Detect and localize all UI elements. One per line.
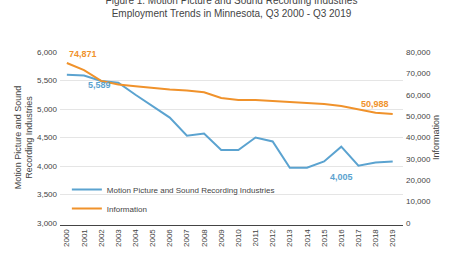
svg-text:2001: 2001 [80,229,89,247]
svg-text:50,000: 50,000 [406,112,431,121]
svg-text:2015: 2015 [320,229,329,247]
svg-text:2000: 2000 [62,229,71,247]
svg-text:2012: 2012 [268,229,277,247]
svg-text:2005: 2005 [148,229,157,247]
svg-text:Information: Information [431,115,441,160]
svg-text:6,000: 6,000 [37,48,58,57]
svg-text:2008: 2008 [200,229,209,247]
svg-text:2016: 2016 [337,229,346,247]
svg-text:80,000: 80,000 [406,48,431,57]
svg-text:0: 0 [406,219,411,228]
svg-text:2011: 2011 [251,229,260,247]
svg-text:70,000: 70,000 [406,69,431,78]
svg-text:5,000: 5,000 [37,105,58,114]
svg-text:20,000: 20,000 [406,176,431,185]
svg-text:2010: 2010 [234,229,243,247]
svg-text:4,000: 4,000 [37,162,58,171]
svg-text:2013: 2013 [285,229,294,247]
svg-text:2002: 2002 [97,229,106,247]
svg-text:10,000: 10,000 [406,197,431,206]
svg-text:2003: 2003 [114,229,123,247]
svg-text:2017: 2017 [354,229,363,247]
svg-text:2006: 2006 [165,229,174,247]
svg-text:Motion Picture and Sound Recor: Motion Picture and Sound Recording Indus… [107,186,275,195]
svg-text:Figure 1. Motion Picture and S: Figure 1. Motion Picture and Sound Recor… [106,0,358,19]
svg-text:3,500: 3,500 [37,190,58,199]
svg-text:4,005: 4,005 [330,172,353,182]
svg-text:30,000: 30,000 [406,155,431,164]
svg-text:2004: 2004 [131,229,140,247]
svg-text:74,871: 74,871 [69,49,97,59]
svg-text:2014: 2014 [303,229,312,247]
svg-text:2018: 2018 [371,229,380,247]
svg-text:2009: 2009 [217,229,226,247]
svg-text:50,988: 50,988 [361,99,389,109]
svg-text:40,000: 40,000 [406,133,431,142]
svg-text:2019: 2019 [388,229,397,247]
svg-text:2007: 2007 [183,229,192,247]
svg-text:Information: Information [107,205,147,214]
svg-text:5,589: 5,589 [88,80,111,90]
svg-text:Motion Picture and SoundRecord: Motion Picture and SoundRecording Indust… [13,86,35,190]
svg-text:5,500: 5,500 [37,76,58,85]
svg-text:4,500: 4,500 [37,133,58,142]
svg-text:60,000: 60,000 [406,91,431,100]
svg-text:3,000: 3,000 [37,219,58,228]
